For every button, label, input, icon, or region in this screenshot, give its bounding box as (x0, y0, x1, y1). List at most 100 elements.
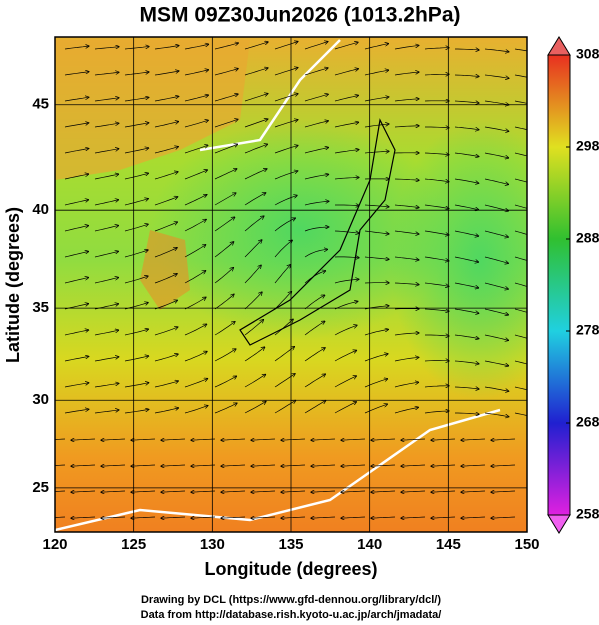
streamline (94, 226, 118, 232)
streamline (281, 465, 306, 466)
streamline (371, 517, 396, 518)
colorbar-extend-bottom (547, 514, 571, 534)
streamline (161, 491, 186, 492)
streamline (304, 401, 326, 414)
streamline (244, 94, 268, 102)
streamline (304, 68, 328, 76)
streamline (214, 119, 238, 128)
streamline (214, 169, 237, 180)
contour (55, 408, 501, 532)
streamline (394, 204, 419, 208)
streamline (64, 226, 88, 232)
streamline (55, 490, 66, 492)
streamline (424, 386, 449, 387)
streamline (364, 230, 389, 234)
footer-line: Data from http://database.rish.kyoto-u.a… (141, 609, 442, 621)
streamline (191, 517, 216, 518)
streamline (455, 413, 479, 414)
streamline (64, 356, 89, 362)
streamline (124, 47, 149, 50)
streamline (274, 218, 295, 232)
y-axis-label: Latitude (degrees) (3, 207, 23, 363)
streamline (364, 205, 389, 207)
streamline (94, 123, 119, 128)
streamline (364, 329, 388, 336)
streamline (124, 224, 148, 232)
streamline (154, 122, 178, 128)
streamline (431, 439, 456, 440)
streamline (154, 381, 178, 388)
streamline (214, 294, 234, 310)
streamline (244, 169, 267, 180)
streamline (274, 195, 297, 206)
streamline (154, 96, 179, 102)
streamline (425, 127, 449, 128)
streamline (94, 278, 118, 284)
x-tick-label: 140 (357, 536, 382, 553)
streamline (184, 352, 207, 362)
streamline (394, 126, 419, 127)
streamline (214, 403, 237, 414)
streamline (214, 217, 235, 232)
streamline (334, 376, 356, 388)
streamline (394, 283, 419, 285)
streamline (334, 350, 357, 362)
streamline (274, 319, 293, 336)
streamline (484, 48, 509, 52)
streamline (214, 322, 235, 336)
streamline (394, 179, 419, 180)
streamline (364, 379, 388, 388)
streamline (154, 172, 178, 180)
colorbar-tick-label: 258 (576, 506, 599, 522)
streamline (64, 383, 89, 388)
streamline (214, 376, 236, 388)
x-tick-label: 130 (200, 536, 225, 553)
streamline (364, 151, 389, 153)
streamline (161, 465, 186, 466)
streamline (394, 99, 419, 102)
streamline (454, 204, 479, 210)
streamline (131, 491, 156, 492)
streamline (94, 410, 119, 414)
streamline (454, 256, 478, 262)
streamline (394, 382, 419, 388)
streamline (454, 101, 479, 103)
y-tick-label: 25 (32, 479, 49, 496)
streamline (94, 200, 118, 206)
streamline (124, 409, 149, 414)
colorbar-extend-top (547, 36, 571, 56)
streamline (424, 204, 449, 209)
cool-region (390, 120, 527, 400)
streamline (364, 44, 388, 50)
streamline (431, 517, 456, 518)
streamline (424, 411, 449, 414)
streamline (364, 256, 389, 259)
streamline (334, 69, 358, 76)
streamline (124, 97, 149, 102)
streamline (101, 491, 126, 492)
streamline (334, 42, 358, 50)
streamline (184, 297, 206, 310)
streamline (184, 324, 207, 336)
streamline (424, 308, 449, 311)
streamline (274, 42, 298, 50)
streamline (71, 439, 96, 440)
colorbar-tick-label: 298 (576, 138, 599, 154)
streamline (484, 230, 508, 237)
streamline (244, 375, 266, 388)
streamline (274, 240, 292, 258)
streamline (424, 282, 449, 286)
streamline (64, 252, 88, 258)
streamline (334, 257, 359, 258)
streamline (94, 357, 119, 362)
streamlines (55, 42, 527, 519)
streamline (154, 300, 177, 310)
streamline (311, 491, 336, 492)
colorbar-tick-label: 288 (576, 230, 599, 246)
streamline (484, 152, 509, 158)
streamline (304, 94, 328, 102)
y-tick-label: 40 (32, 201, 49, 218)
streamline (55, 516, 66, 518)
streamline (304, 201, 329, 206)
streamline (304, 148, 328, 154)
